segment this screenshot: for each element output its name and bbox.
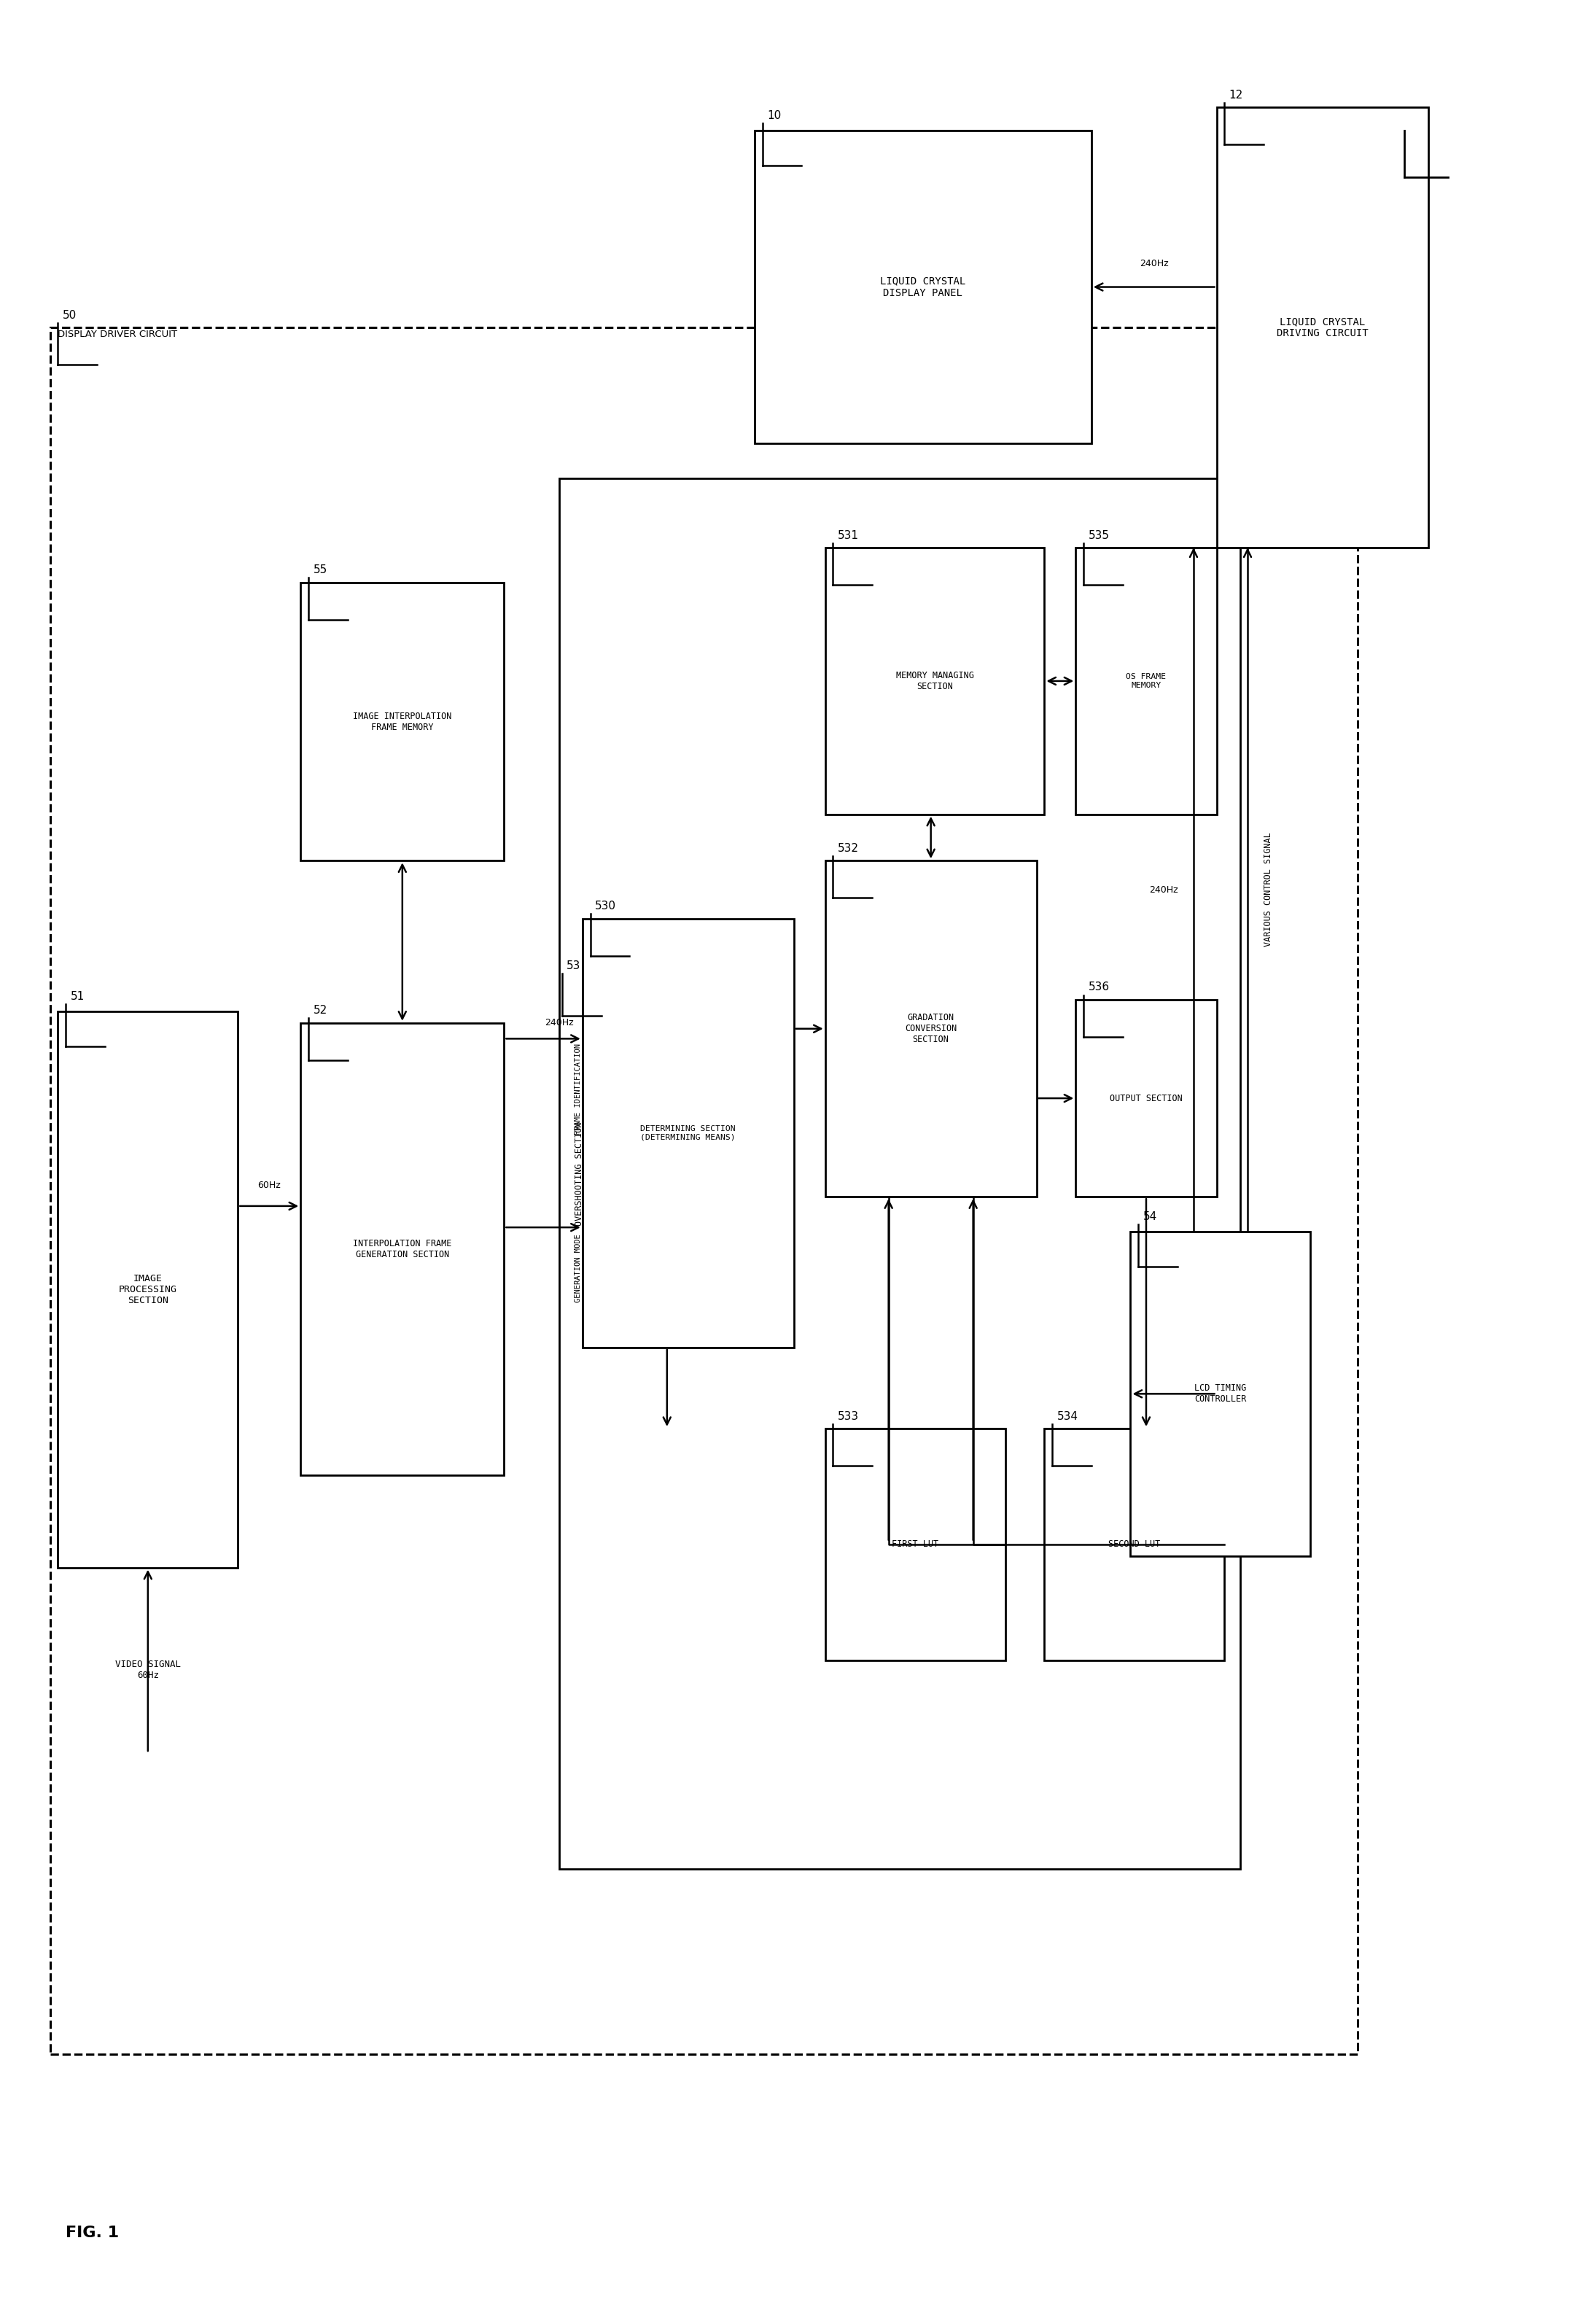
Text: 240Hz: 240Hz: [1159, 1369, 1188, 1378]
Text: LCD TIMING
CONTROLLER: LCD TIMING CONTROLLER: [1195, 1383, 1247, 1404]
Bar: [1075, 548, 1217, 813]
Bar: [825, 548, 1044, 813]
Text: LIQUID CRYSTAL
DRIVING CIRCUIT: LIQUID CRYSTAL DRIVING CIRCUIT: [1276, 316, 1368, 339]
Text: IMAGE
PROCESSING
SECTION: IMAGE PROCESSING SECTION: [119, 1274, 178, 1306]
Bar: [825, 860, 1036, 1197]
Bar: [1217, 107, 1427, 548]
Text: 240Hz: 240Hz: [544, 1018, 574, 1027]
Bar: [300, 1023, 505, 1476]
Text: DETERMINING SECTION
(DETERMINING MEANS): DETERMINING SECTION (DETERMINING MEANS): [640, 1125, 736, 1141]
Text: OUTPUT SECTION: OUTPUT SECTION: [1110, 1095, 1182, 1104]
Bar: [1130, 1232, 1311, 1557]
Text: 54: 54: [1143, 1211, 1157, 1222]
Text: 531: 531: [838, 530, 858, 541]
Text: 532: 532: [838, 844, 858, 853]
Text: IMAGE INTERPOLATION
FRAME MEMORY: IMAGE INTERPOLATION FRAME MEMORY: [354, 711, 451, 732]
Text: 533: 533: [838, 1411, 858, 1422]
Text: DISPLAY DRIVER CIRCUIT: DISPLAY DRIVER CIRCUIT: [58, 330, 178, 339]
Text: 1: 1: [1410, 116, 1420, 128]
Text: OVERSHOOTING SECTION: OVERSHOOTING SECTION: [575, 1122, 585, 1225]
Bar: [58, 1011, 237, 1569]
Text: 53: 53: [567, 960, 582, 971]
Bar: [1075, 999, 1217, 1197]
Bar: [583, 918, 794, 1348]
Text: 55: 55: [313, 565, 327, 576]
Text: FIG. 1: FIG. 1: [66, 2226, 119, 2240]
Text: 10: 10: [767, 109, 781, 121]
Text: 240Hz: 240Hz: [1140, 258, 1168, 270]
Text: INTERPOLATION FRAME
GENERATION SECTION: INTERPOLATION FRAME GENERATION SECTION: [354, 1239, 451, 1260]
Text: SECOND LUT: SECOND LUT: [1108, 1541, 1160, 1550]
Text: LIQUID CRYSTAL
DISPLAY PANEL: LIQUID CRYSTAL DISPLAY PANEL: [880, 277, 965, 297]
Bar: [560, 479, 1240, 1868]
Text: 50: 50: [63, 309, 77, 321]
Text: 536: 536: [1088, 981, 1110, 992]
Bar: [300, 583, 505, 860]
Text: 51: 51: [71, 990, 85, 1002]
Text: 534: 534: [1056, 1411, 1078, 1422]
Text: 535: 535: [1088, 530, 1110, 541]
Text: GENERATION MODE
IDENTIFICATION SIGNAL: GENERATION MODE IDENTIFICATION SIGNAL: [574, 1220, 591, 1315]
Text: VIDEO SIGNAL
60Hz: VIDEO SIGNAL 60Hz: [115, 1659, 181, 1680]
Text: FIRST LUT: FIRST LUT: [891, 1541, 938, 1550]
Bar: [825, 1429, 1005, 1659]
Text: 60Hz: 60Hz: [258, 1181, 281, 1190]
Bar: [755, 130, 1091, 444]
Text: FRAME IDENTIFICATION
SIGNAL: FRAME IDENTIFICATION SIGNAL: [574, 1043, 591, 1134]
Text: 12: 12: [1229, 88, 1243, 100]
Text: OS FRAME
MEMORY: OS FRAME MEMORY: [1126, 674, 1166, 688]
Text: MEMORY MANAGING
SECTION: MEMORY MANAGING SECTION: [896, 672, 973, 690]
Text: 52: 52: [313, 1004, 327, 1016]
Text: GRADATION
CONVERSION
SECTION: GRADATION CONVERSION SECTION: [905, 1013, 957, 1043]
Bar: [50, 328, 1358, 2054]
Text: VARIOUS CONTROL SIGNAL: VARIOUS CONTROL SIGNAL: [1264, 832, 1273, 946]
Bar: [1044, 1429, 1225, 1659]
Text: 240Hz: 240Hz: [1149, 885, 1177, 895]
Text: 530: 530: [594, 902, 616, 911]
